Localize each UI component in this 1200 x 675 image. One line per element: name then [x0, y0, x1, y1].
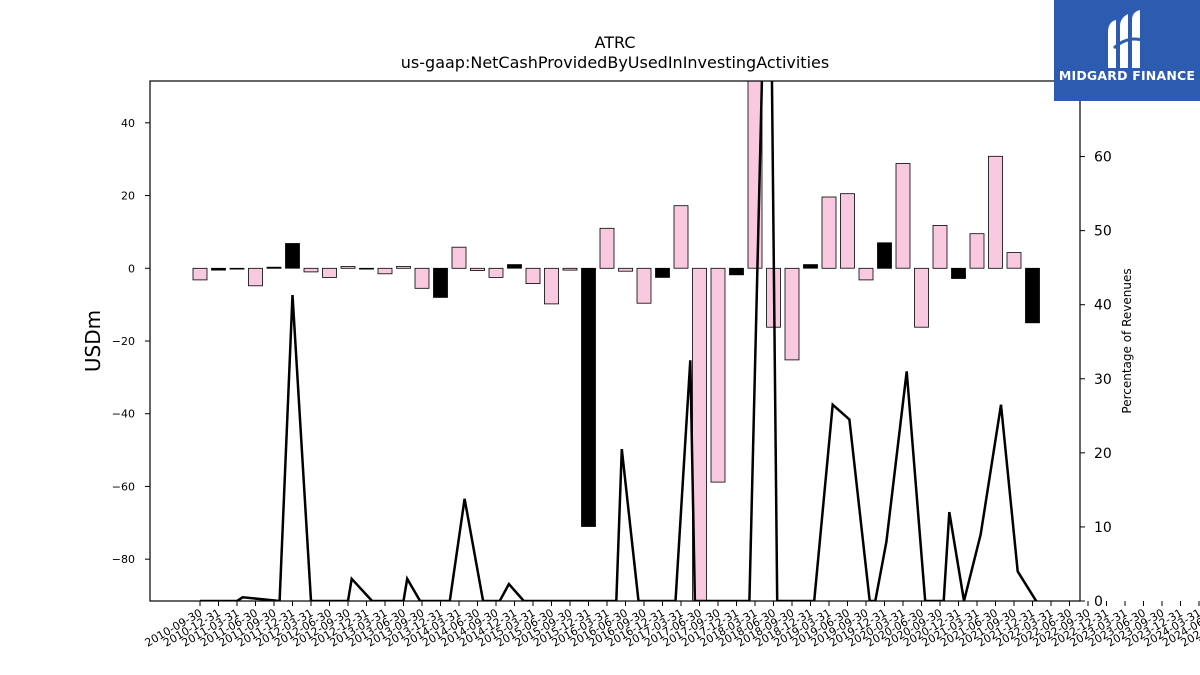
bar: [359, 267, 374, 270]
x-axis: 2010-09-302010-12-312011-03-312011-06-30…: [143, 601, 1200, 650]
bar: [433, 267, 448, 298]
y-axis-left: 40 20 0 −20 −40 −60 −80: [112, 117, 150, 566]
y-tick-label: 0: [128, 262, 135, 275]
bar: [673, 205, 689, 269]
y-tick-label: −60: [112, 480, 135, 493]
y-tick-label: −80: [112, 553, 135, 566]
bar: [544, 267, 559, 305]
bar: [784, 267, 800, 361]
y2-tick-label: 50: [1094, 224, 1112, 240]
bar: [895, 163, 911, 269]
y2-axis-label: Percentage of Revenues: [1120, 268, 1134, 413]
bar: [858, 267, 874, 281]
bar: [655, 267, 670, 278]
bar: [377, 267, 393, 275]
bar: [470, 267, 485, 271]
y-tick-label: 20: [121, 190, 135, 203]
bar: [414, 267, 430, 289]
y-tick-label: −40: [112, 408, 135, 421]
logo-text: MIDGARD FINANCE: [1058, 68, 1196, 83]
y2-tick-label: 0: [1094, 594, 1103, 610]
bar: [877, 242, 892, 269]
bar: [969, 233, 985, 269]
bar: [507, 264, 522, 269]
bar: [451, 246, 467, 269]
bar: [599, 227, 615, 269]
y-tick-label: 40: [121, 117, 135, 130]
bar: [803, 264, 818, 269]
bar: [988, 155, 1003, 269]
y-tick-label: −20: [112, 335, 135, 348]
bar: [525, 267, 541, 284]
bar: [322, 267, 337, 278]
bar: [636, 267, 652, 304]
line-series: [200, 81, 1038, 601]
logo: MIDGARD FINANCE: [1054, 0, 1200, 101]
bar: [488, 267, 504, 278]
y2-tick-label: 20: [1094, 446, 1112, 462]
bar: [932, 224, 948, 269]
bar: [951, 267, 966, 279]
bar: [285, 243, 300, 269]
bar: [266, 266, 282, 269]
y2-tick-label: 30: [1094, 372, 1112, 388]
bar: [729, 267, 744, 276]
y-axis-label: USDm: [81, 310, 105, 372]
percentage-line: [200, 81, 1038, 601]
bar: [914, 267, 929, 328]
bar: [618, 267, 633, 272]
y2-tick-label: 40: [1094, 298, 1112, 314]
bar: [340, 266, 356, 269]
bar: [211, 267, 226, 271]
bar: [840, 193, 855, 269]
logo-m-icon: [1108, 10, 1143, 68]
bar: [821, 196, 837, 269]
y2-tick-label: 10: [1094, 520, 1112, 536]
bar: [303, 267, 319, 273]
chart-subtitle: us-gaap:NetCashProvidedByUsedInInvesting…: [401, 53, 829, 72]
bar-series: [192, 81, 1040, 601]
bar: [710, 267, 726, 483]
bar: [1006, 252, 1022, 269]
chart-title: ATRC: [595, 33, 636, 52]
bar: [562, 267, 578, 271]
bar: [1025, 267, 1040, 324]
bar: [396, 266, 411, 269]
bar: [248, 267, 263, 287]
bar: [581, 267, 596, 527]
bar: [229, 267, 245, 270]
y2-tick-label: 60: [1094, 150, 1112, 166]
y-axis-right: 010203040506070: [1080, 75, 1112, 610]
bar: [192, 267, 208, 281]
